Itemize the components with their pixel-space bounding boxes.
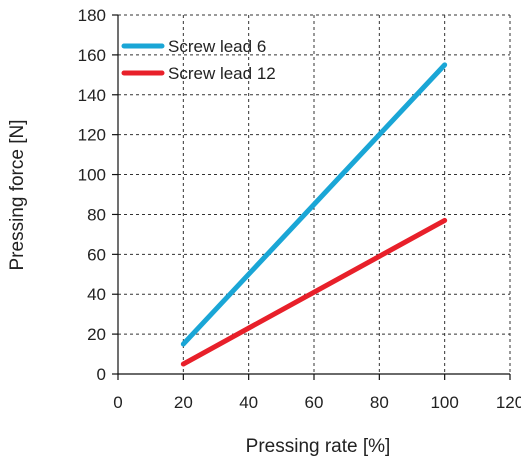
y-tick-label: 180 bbox=[78, 6, 106, 25]
axes bbox=[112, 14, 511, 380]
legend-label: Screw lead 12 bbox=[168, 64, 276, 83]
x-tick-label: 120 bbox=[496, 393, 521, 412]
legend: Screw lead 6 Screw lead 12 bbox=[121, 37, 276, 83]
x-tick-label: 20 bbox=[174, 393, 193, 412]
y-tick-label: 140 bbox=[78, 86, 106, 105]
grid-lines bbox=[118, 14, 511, 374]
y-tick-label: 20 bbox=[87, 325, 106, 344]
y-tick-label: 120 bbox=[78, 126, 106, 145]
x-tick-label: 40 bbox=[239, 393, 258, 412]
series-line bbox=[180, 62, 448, 347]
x-tick-label: 60 bbox=[305, 393, 324, 412]
y-tick-label: 40 bbox=[87, 285, 106, 304]
legend-label: Screw lead 6 bbox=[168, 37, 266, 56]
x-tick-label: 0 bbox=[113, 393, 122, 412]
y-axis-title: Pressing force [N] bbox=[7, 120, 28, 271]
y-tick-label: 160 bbox=[78, 46, 106, 65]
tick-labels: 0 20 40 60 80 100 120 0 20 40 60 80 100 120 140 160 180 bbox=[78, 6, 521, 412]
series-lines bbox=[180, 62, 448, 367]
y-tick-label: 80 bbox=[87, 205, 106, 224]
x-tick-label: 100 bbox=[430, 393, 458, 412]
y-tick-label: 60 bbox=[87, 245, 106, 264]
x-axis-title: Pressing rate [%] bbox=[246, 436, 391, 457]
y-tick-label: 0 bbox=[97, 365, 106, 384]
y-tick-label: 100 bbox=[78, 166, 106, 185]
series-line bbox=[180, 217, 448, 367]
x-tick-label: 80 bbox=[370, 393, 389, 412]
